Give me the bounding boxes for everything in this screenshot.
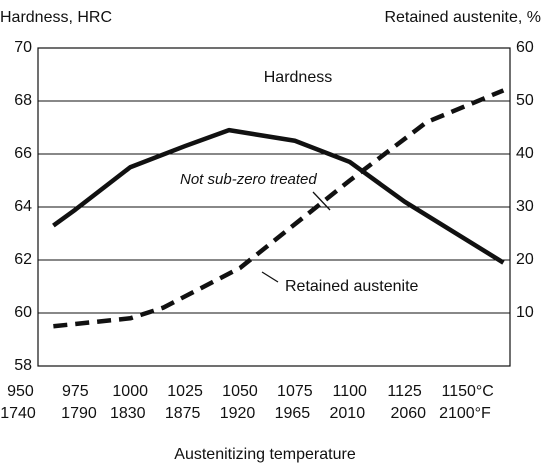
x-tick-label: 1830 bbox=[110, 405, 146, 422]
y2-tick-label: 50 bbox=[516, 92, 534, 109]
x-tick-label: 1920 bbox=[220, 405, 256, 422]
y-tick-label: 66 bbox=[14, 145, 32, 162]
x-tick-label: 1075 bbox=[277, 383, 313, 400]
y2-tick-label: 40 bbox=[516, 145, 534, 162]
x-tick-label: 950 bbox=[7, 383, 34, 400]
y-tick-label: 68 bbox=[14, 92, 32, 109]
x-tick-label: 1150°C bbox=[442, 383, 494, 400]
leader-line bbox=[261, 271, 279, 283]
y2-tick-label: 20 bbox=[516, 251, 534, 268]
y-axis-label: Hardness, HRC bbox=[0, 9, 112, 26]
x-tick-label: 1050 bbox=[222, 383, 258, 400]
y-tick-label: 70 bbox=[14, 39, 32, 56]
series-line bbox=[52, 127, 505, 265]
y-tick-label: 62 bbox=[14, 251, 32, 268]
x-tick-label: 1100 bbox=[333, 383, 368, 400]
x-tick-label: 1740 bbox=[0, 405, 36, 422]
y2-tick-label: 10 bbox=[516, 304, 534, 321]
series-line bbox=[53, 88, 505, 329]
series-label: Hardness bbox=[264, 69, 332, 86]
y-tick-label: 64 bbox=[14, 198, 32, 215]
series-label: Retained austenite bbox=[285, 278, 419, 295]
plot-frame bbox=[37, 47, 511, 367]
x-tick-label: 975 bbox=[62, 383, 89, 400]
x-tick-label: 2010 bbox=[330, 405, 366, 422]
x-tick-label: 2100°F bbox=[439, 405, 491, 422]
y-tick-label: 58 bbox=[14, 357, 32, 374]
x-tick-label: 1965 bbox=[275, 405, 311, 422]
x-tick-label: 2060 bbox=[390, 405, 426, 422]
y-tick-label: 60 bbox=[14, 304, 32, 321]
annotation: Not sub-zero treated bbox=[180, 171, 317, 188]
x-tick-label: 1000 bbox=[112, 383, 148, 400]
x-tick-label: 1790 bbox=[61, 405, 97, 422]
x-axis-label: Austenitizing temperature bbox=[174, 446, 356, 463]
x-tick-label: 1025 bbox=[167, 383, 203, 400]
y2-tick-label: 60 bbox=[516, 39, 534, 56]
x-tick-label: 1125 bbox=[387, 383, 422, 400]
y2-axis-label: Retained austenite, % bbox=[384, 9, 541, 26]
x-tick-label: 1875 bbox=[165, 405, 201, 422]
y2-tick-label: 30 bbox=[516, 198, 534, 215]
